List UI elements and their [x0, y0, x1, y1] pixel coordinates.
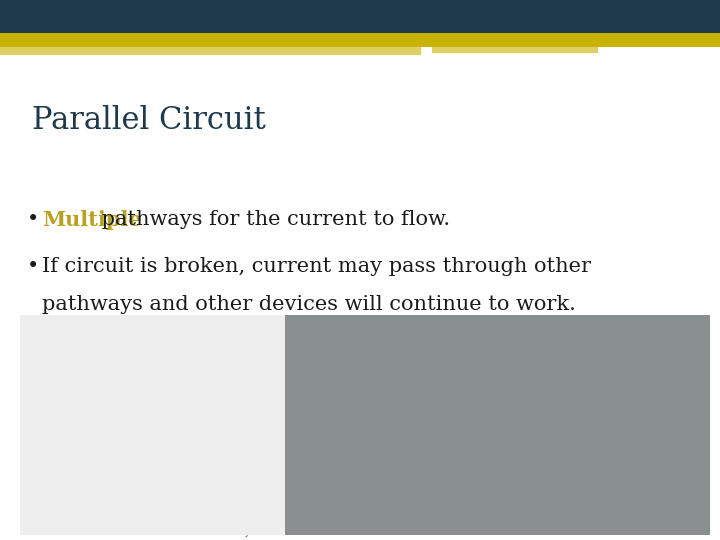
Text: •: • — [27, 257, 40, 276]
Ellipse shape — [332, 460, 426, 487]
FancyBboxPatch shape — [612, 434, 680, 517]
Ellipse shape — [491, 348, 521, 392]
Text: Lightbulbs: Lightbulbs — [33, 427, 73, 436]
Text: Parallel Circuit: Parallel Circuit — [32, 105, 266, 136]
Text: will the voltage difference compare: will the voltage difference compare — [33, 368, 169, 377]
Text: follows more than one path. How: follows more than one path. How — [33, 353, 159, 361]
Text: In parallel circuits, the current: In parallel circuits, the current — [33, 337, 166, 346]
Ellipse shape — [459, 460, 553, 487]
Text: pathways and other devices will continue to work.: pathways and other devices will continue… — [42, 295, 575, 314]
Text: Multiple: Multiple — [42, 210, 142, 230]
Text: •: • — [27, 210, 40, 229]
Text: Figure 18: Figure 18 — [33, 322, 81, 330]
Ellipse shape — [470, 333, 542, 438]
Ellipse shape — [361, 339, 395, 388]
Text: If circuit is broken, current may pass through other: If circuit is broken, current may pass t… — [42, 257, 590, 276]
Text: pathways for the current to flow.: pathways for the current to flow. — [95, 210, 450, 229]
FancyBboxPatch shape — [285, 458, 710, 535]
Text: in each branch?: in each branch? — [33, 383, 94, 392]
Text: Battery: Battery — [222, 529, 250, 537]
Text: Conductor: Conductor — [166, 394, 205, 403]
Ellipse shape — [341, 324, 417, 438]
